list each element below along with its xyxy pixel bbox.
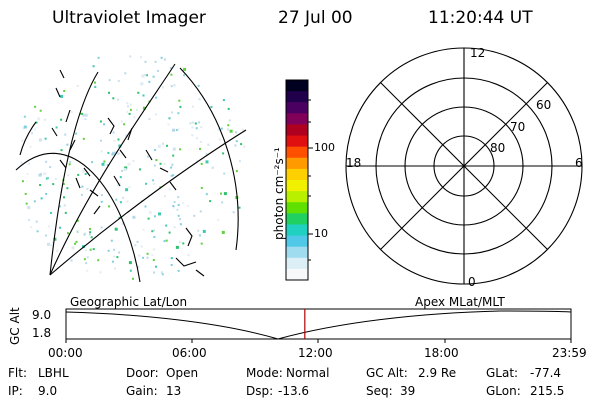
- colorbar-cell: [286, 257, 308, 270]
- status-key-filter: Flt:: [8, 366, 27, 380]
- status-value-glon: 215.5: [530, 384, 565, 398]
- colorbar-cell: [286, 168, 308, 181]
- date-label: 27 Jul 00: [278, 8, 353, 28]
- polar-ring-label-60: 60: [536, 98, 552, 112]
- map-grid-line: [15, 152, 141, 283]
- map-grid-line: [49, 63, 176, 276]
- status-value-glat: -77.4: [530, 366, 562, 380]
- colorbar-cell: [286, 102, 308, 114]
- timeline-ytick-bottom: 1.8: [32, 326, 52, 340]
- colorbar-cell: [286, 235, 308, 248]
- polar-ring-label-70: 70: [510, 120, 526, 134]
- status-value-mode: Normal: [286, 366, 330, 380]
- status-key-mode: Mode:: [246, 366, 283, 380]
- polar-label-left: 18: [346, 156, 362, 170]
- timeline-ytick-top: 9.0: [32, 308, 52, 322]
- coastline: [107, 117, 169, 173]
- status-value-gain: 13: [166, 384, 182, 398]
- colorbar-cell: [286, 191, 308, 203]
- colorbar-cell: [286, 113, 308, 125]
- xtick-1800: 18:00: [424, 346, 459, 360]
- timeline-right-label: Apex MLat/MLT: [415, 295, 505, 309]
- map-grid-line: [49, 129, 247, 276]
- status-key-ip: IP:: [8, 384, 23, 398]
- status-key-glat: GLat:: [486, 366, 519, 380]
- status-value-dsp: -13.6: [278, 384, 310, 398]
- status-value-seq: 39: [400, 384, 416, 398]
- colorbar-cell: [286, 135, 308, 148]
- coastline: [89, 189, 205, 277]
- colorbar-cell: [286, 157, 308, 170]
- colorbar-cell: [286, 91, 308, 103]
- polar-ring-label-80: 80: [490, 141, 506, 155]
- colorbar-cell: [286, 80, 308, 92]
- status-key-glon: GLon:: [486, 384, 521, 398]
- xtick-0600: 06:00: [172, 346, 207, 360]
- polar-label-bottom: 0: [468, 275, 476, 289]
- status-value-gc-alt: 2.9 Re: [418, 366, 457, 380]
- status-key-gain: Gain:: [126, 384, 158, 398]
- xtick-1200: 12:00: [298, 346, 333, 360]
- colorbar-cell: [286, 268, 308, 281]
- orbit-altitude-curve: [65, 310, 572, 340]
- colorbar-cell: [286, 180, 308, 192]
- status-key-door: Door:: [126, 366, 159, 380]
- status-value-filter: LBHL: [38, 366, 69, 380]
- xtick-0000: 00:00: [48, 346, 83, 360]
- coastline: [51, 69, 76, 169]
- colorbar-tick-label-10: 10: [314, 227, 328, 240]
- polar-label-top: 12: [470, 46, 486, 60]
- colorbar-cell: [286, 124, 308, 137]
- colorbar-gradient: [286, 80, 308, 281]
- time-label: 11:20:44 UT: [428, 8, 533, 28]
- colorbar-cell: [286, 224, 308, 237]
- map-grid-line: [19, 121, 37, 156]
- xtick-2359: 23:59: [552, 346, 587, 360]
- colorbar-tick-label-100: 100: [314, 141, 335, 154]
- status-value-ip: 9.0: [38, 384, 58, 398]
- instrument-title: Ultraviolet Imager: [52, 8, 206, 28]
- colorbar-cell: [286, 202, 308, 214]
- polar-label-right: 6: [575, 156, 583, 170]
- colorbar-cell: [286, 146, 308, 159]
- status-key-dsp: Dsp:: [246, 384, 274, 398]
- map-grid-line: [179, 67, 239, 251]
- polar-diagonal: [380, 82, 548, 250]
- map-grid-line: [49, 71, 99, 276]
- colorbar-cell: [286, 246, 308, 259]
- timeline-left-label: Geographic Lat/Lon: [70, 295, 188, 309]
- coastline: [75, 167, 177, 191]
- status-key-seq: Seq:: [366, 384, 393, 398]
- status-key-gc-alt: GC Alt:: [366, 366, 408, 380]
- colorbar-cell: [286, 213, 308, 225]
- status-value-door: Open: [166, 366, 199, 380]
- aurora-pixel-noise: [20, 55, 246, 280]
